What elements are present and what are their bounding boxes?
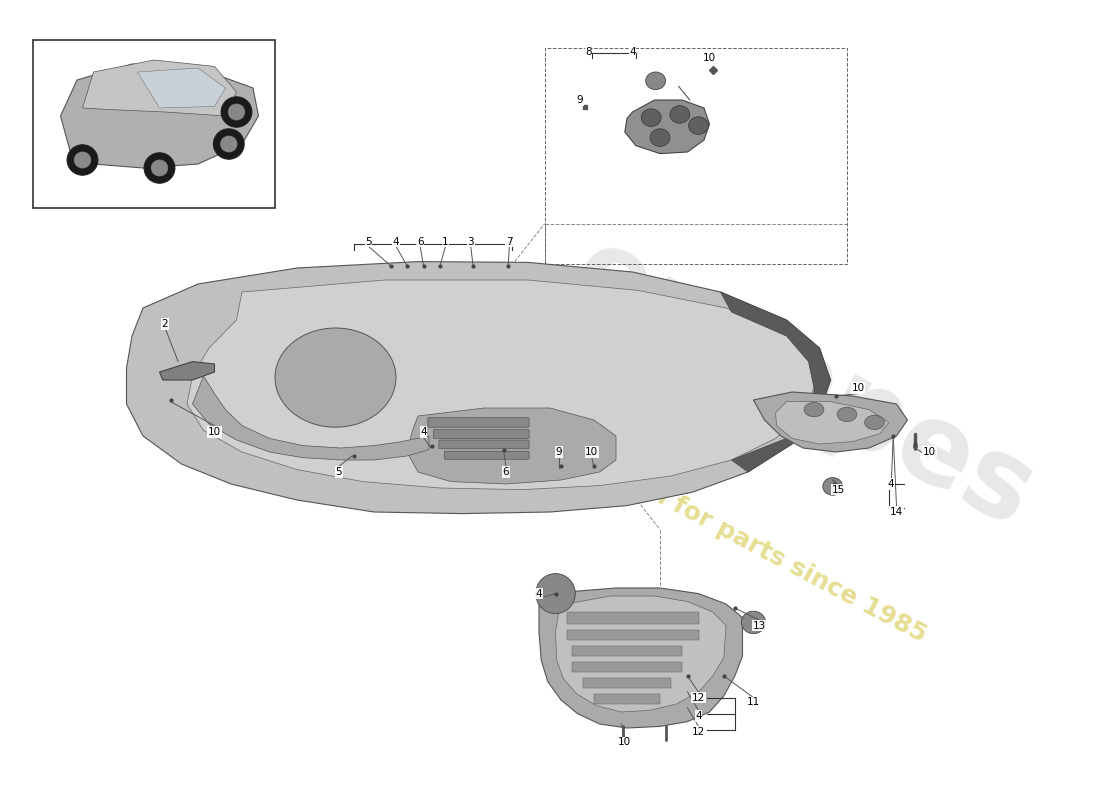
- Polygon shape: [192, 376, 429, 460]
- Text: 6: 6: [503, 467, 509, 477]
- Text: 4: 4: [629, 47, 636, 57]
- Polygon shape: [625, 100, 710, 154]
- Bar: [566, 612, 698, 624]
- Ellipse shape: [689, 117, 708, 134]
- Text: 10: 10: [585, 447, 598, 457]
- Text: 9: 9: [556, 447, 562, 457]
- Text: 8: 8: [585, 47, 592, 57]
- Text: 14: 14: [890, 507, 903, 517]
- Ellipse shape: [865, 415, 884, 430]
- FancyBboxPatch shape: [439, 440, 529, 449]
- Text: 10: 10: [923, 447, 936, 457]
- Ellipse shape: [670, 106, 690, 123]
- Ellipse shape: [741, 611, 766, 634]
- Polygon shape: [754, 392, 908, 452]
- Ellipse shape: [75, 152, 91, 168]
- Text: 7: 7: [506, 237, 513, 246]
- Ellipse shape: [67, 145, 98, 175]
- Bar: [566, 630, 698, 640]
- Ellipse shape: [144, 153, 175, 183]
- Text: 10: 10: [703, 53, 716, 62]
- Text: 10: 10: [208, 427, 221, 437]
- Text: 12: 12: [692, 693, 705, 702]
- FancyBboxPatch shape: [428, 418, 529, 427]
- Ellipse shape: [536, 574, 575, 614]
- Bar: [544, 48, 847, 264]
- Text: 1: 1: [442, 237, 449, 246]
- Text: 6: 6: [417, 237, 424, 246]
- FancyBboxPatch shape: [444, 451, 529, 459]
- Polygon shape: [82, 60, 237, 116]
- Text: 4: 4: [536, 589, 542, 598]
- Text: a passion for parts since 1985: a passion for parts since 1985: [543, 426, 931, 646]
- Text: 9: 9: [576, 95, 583, 105]
- FancyBboxPatch shape: [433, 430, 529, 438]
- Ellipse shape: [220, 136, 238, 152]
- Text: 10: 10: [618, 738, 631, 747]
- Text: 5: 5: [365, 237, 372, 246]
- Text: 12: 12: [692, 727, 705, 737]
- Polygon shape: [407, 408, 616, 484]
- Polygon shape: [720, 292, 830, 472]
- Ellipse shape: [152, 160, 168, 176]
- Ellipse shape: [646, 72, 666, 90]
- Text: 3: 3: [468, 237, 474, 246]
- Ellipse shape: [837, 407, 857, 422]
- Text: europes: europes: [554, 218, 1052, 550]
- Polygon shape: [60, 64, 258, 168]
- Bar: [572, 646, 682, 656]
- Ellipse shape: [275, 328, 396, 427]
- Ellipse shape: [650, 129, 670, 146]
- Polygon shape: [160, 362, 215, 380]
- Ellipse shape: [641, 109, 661, 126]
- Text: 4: 4: [420, 427, 427, 437]
- Polygon shape: [187, 280, 814, 490]
- Text: 10: 10: [851, 383, 865, 393]
- Ellipse shape: [229, 104, 245, 120]
- Text: 11: 11: [747, 698, 760, 707]
- Bar: [583, 678, 671, 688]
- Polygon shape: [539, 588, 742, 728]
- Text: 4: 4: [695, 711, 702, 721]
- Text: 4: 4: [888, 479, 894, 489]
- Text: 5: 5: [336, 467, 342, 477]
- Bar: [33, 40, 275, 208]
- Ellipse shape: [221, 97, 252, 127]
- Text: 4: 4: [393, 237, 399, 246]
- Polygon shape: [556, 596, 726, 712]
- Bar: [572, 662, 682, 672]
- Ellipse shape: [823, 478, 843, 495]
- Bar: [594, 694, 660, 704]
- Polygon shape: [776, 402, 889, 444]
- Text: 15: 15: [832, 485, 845, 494]
- Text: 2: 2: [162, 319, 168, 329]
- Text: 13: 13: [752, 621, 766, 630]
- Polygon shape: [138, 68, 226, 108]
- Polygon shape: [126, 262, 830, 514]
- Ellipse shape: [804, 402, 824, 417]
- Ellipse shape: [213, 129, 244, 159]
